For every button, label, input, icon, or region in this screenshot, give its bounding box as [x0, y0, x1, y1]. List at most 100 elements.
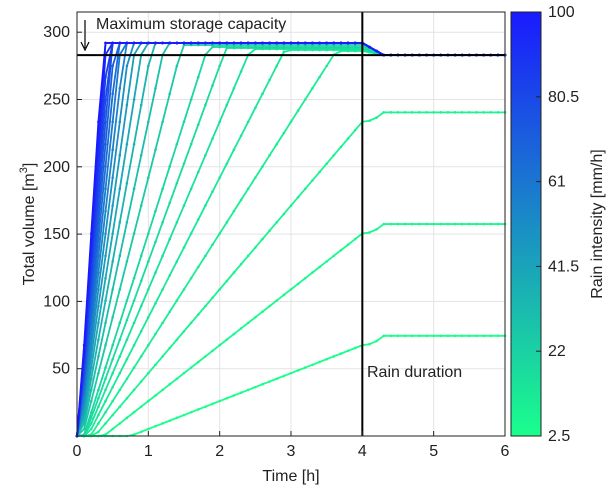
series-point	[325, 357, 328, 361]
series-point	[275, 299, 279, 302]
series-point	[275, 64, 279, 68]
series-point	[97, 254, 100, 258]
series-point	[97, 422, 100, 425]
series-point	[439, 222, 443, 226]
series-point	[211, 190, 214, 193]
series-point	[311, 363, 314, 367]
series-point	[154, 148, 157, 152]
series-point	[211, 43, 214, 47]
series-point	[246, 254, 250, 258]
series-point	[139, 430, 143, 434]
series-point	[382, 111, 386, 114]
series-point	[147, 288, 150, 291]
series-point	[118, 388, 122, 392]
series-point	[218, 120, 221, 124]
series-point	[396, 334, 400, 338]
series-point	[125, 299, 129, 302]
series-point	[339, 45, 343, 49]
series-point	[189, 187, 193, 191]
series-point	[218, 41, 221, 45]
y-tick-label: 150	[43, 226, 70, 243]
series-point	[303, 45, 307, 49]
series-point	[168, 310, 172, 314]
series-point	[232, 209, 236, 213]
series-point	[175, 64, 179, 68]
series-point	[246, 41, 250, 45]
series-point	[161, 388, 164, 392]
series-point	[175, 221, 179, 224]
series-point	[346, 137, 350, 140]
series-point	[168, 201, 172, 205]
series-point	[139, 304, 143, 308]
series-point	[225, 396, 229, 400]
series-point	[104, 142, 107, 146]
series-point	[154, 363, 157, 367]
series-point	[303, 98, 307, 101]
series-point	[225, 221, 229, 224]
series-point	[496, 111, 500, 114]
series-point	[375, 228, 378, 231]
series-point	[496, 222, 500, 226]
series-point	[225, 43, 229, 47]
series-point	[403, 111, 407, 114]
series-point	[182, 413, 186, 417]
series-point	[161, 422, 164, 425]
series-point	[489, 111, 493, 114]
series-point	[239, 43, 243, 47]
series-point	[132, 276, 136, 280]
series-point	[196, 41, 200, 45]
series-point	[125, 396, 129, 400]
series-point	[189, 276, 193, 280]
series-point	[332, 43, 336, 47]
series-point	[246, 43, 250, 47]
series-point	[425, 111, 428, 114]
series-point	[111, 176, 114, 179]
series-point	[204, 304, 207, 308]
series-point	[311, 43, 314, 47]
series-point	[382, 222, 386, 226]
series-point	[432, 111, 435, 114]
series-point	[132, 343, 136, 347]
series-point	[318, 45, 321, 49]
x-tick-label: 4	[358, 443, 367, 460]
series-point	[246, 187, 250, 191]
series-point	[104, 388, 107, 392]
series-point	[282, 45, 286, 49]
series-point	[468, 334, 471, 338]
series-point	[196, 313, 200, 316]
series-point	[225, 41, 229, 45]
series-point	[168, 92, 172, 96]
series-point	[111, 41, 114, 45]
series-point	[82, 343, 86, 347]
series-point	[125, 416, 129, 420]
series-point	[261, 237, 264, 241]
series-point	[232, 43, 236, 47]
series-point	[111, 371, 114, 375]
series-point	[204, 405, 207, 408]
series-point	[268, 154, 271, 157]
series-point	[453, 334, 457, 338]
series-point	[104, 98, 107, 101]
series-point	[182, 204, 186, 207]
series-point	[446, 111, 450, 114]
series-point	[296, 43, 300, 47]
series-point	[97, 321, 100, 325]
series-point	[225, 45, 229, 49]
series-point	[175, 299, 179, 302]
series-point	[261, 45, 264, 49]
y-tick-label: 300	[43, 24, 70, 41]
x-tick-label: 2	[215, 443, 224, 460]
colorbar-tick-label: 22	[548, 343, 566, 360]
series-point	[139, 405, 143, 408]
series-point	[282, 374, 286, 378]
series-point	[232, 394, 236, 397]
series-point	[375, 116, 378, 119]
series-point	[475, 334, 478, 338]
series-point	[204, 154, 207, 157]
series-point	[353, 41, 357, 45]
series-point	[211, 349, 214, 353]
series-point	[332, 254, 336, 258]
series-point	[175, 260, 179, 263]
series-point	[353, 128, 357, 132]
series-point	[318, 41, 321, 45]
